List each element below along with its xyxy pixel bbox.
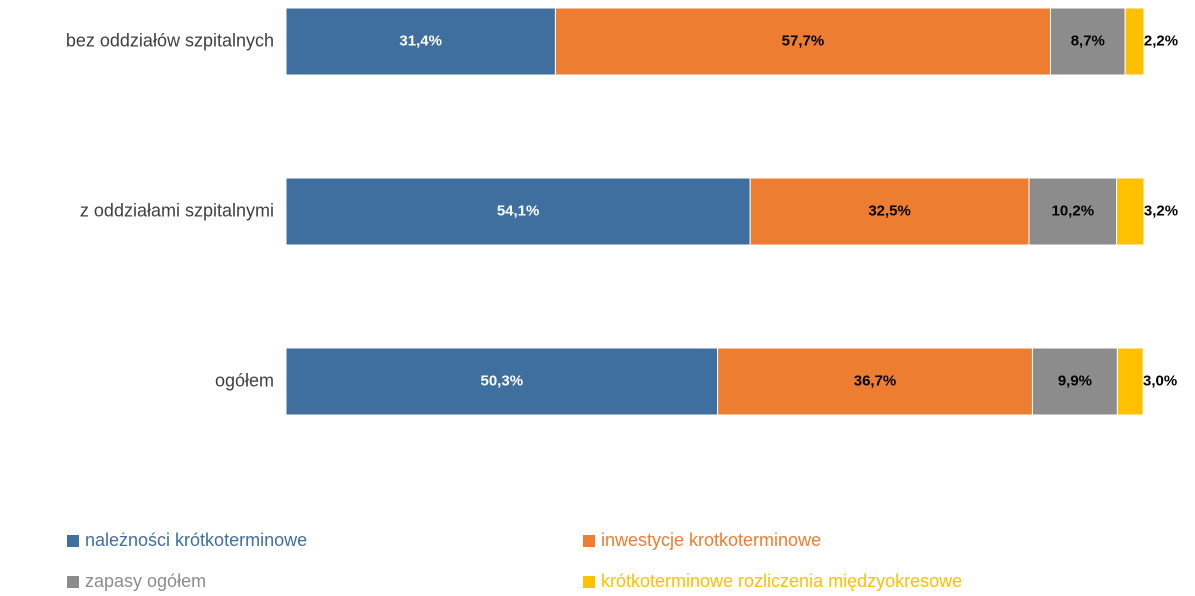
data-label: 57,7%: [782, 32, 825, 49]
data-label: 2,2%: [1144, 32, 1178, 49]
legend-label: krótkoterminowe rozliczenia międzyokreso…: [601, 571, 962, 591]
data-label: 3,0%: [1143, 372, 1177, 389]
bar-segment: [285, 7, 556, 76]
bar-segment: [554, 7, 1051, 76]
legend-marker: [67, 576, 79, 588]
legend-label: zapasy ogółem: [85, 571, 206, 591]
legend-label: inwestycje krotkoterminowe: [601, 530, 821, 550]
bar-segment: [749, 177, 1030, 246]
data-label: 8,7%: [1071, 32, 1105, 49]
data-label: 32,5%: [868, 202, 911, 219]
bar-segment: [1116, 347, 1144, 416]
legend-label: należności krótkoterminowe: [85, 530, 307, 550]
bar-segment: [717, 347, 1033, 416]
bar-segment: [1028, 177, 1118, 246]
legend-marker: [583, 576, 595, 588]
category-label: bez oddziałów szpitalnych: [66, 30, 274, 50]
data-label: 31,4%: [399, 32, 442, 49]
bar-segment: [1049, 7, 1126, 76]
bar-segment: [1124, 7, 1145, 76]
legend-marker: [67, 535, 79, 547]
bar-segment: [1116, 177, 1145, 246]
data-label: 54,1%: [497, 202, 540, 219]
category-label: z oddziałami szpitalnymi: [80, 200, 274, 220]
legend-marker: [583, 535, 595, 547]
data-label: 10,2%: [1052, 202, 1095, 219]
bar-segment: [285, 347, 719, 416]
data-label: 36,7%: [854, 372, 897, 389]
bar-segment: [285, 177, 751, 246]
bar-segment: [1031, 347, 1118, 416]
category-label: ogółem: [215, 370, 274, 390]
data-label: 3,2%: [1144, 202, 1178, 219]
data-label: 50,3%: [481, 372, 524, 389]
data-label: 9,9%: [1058, 372, 1092, 389]
